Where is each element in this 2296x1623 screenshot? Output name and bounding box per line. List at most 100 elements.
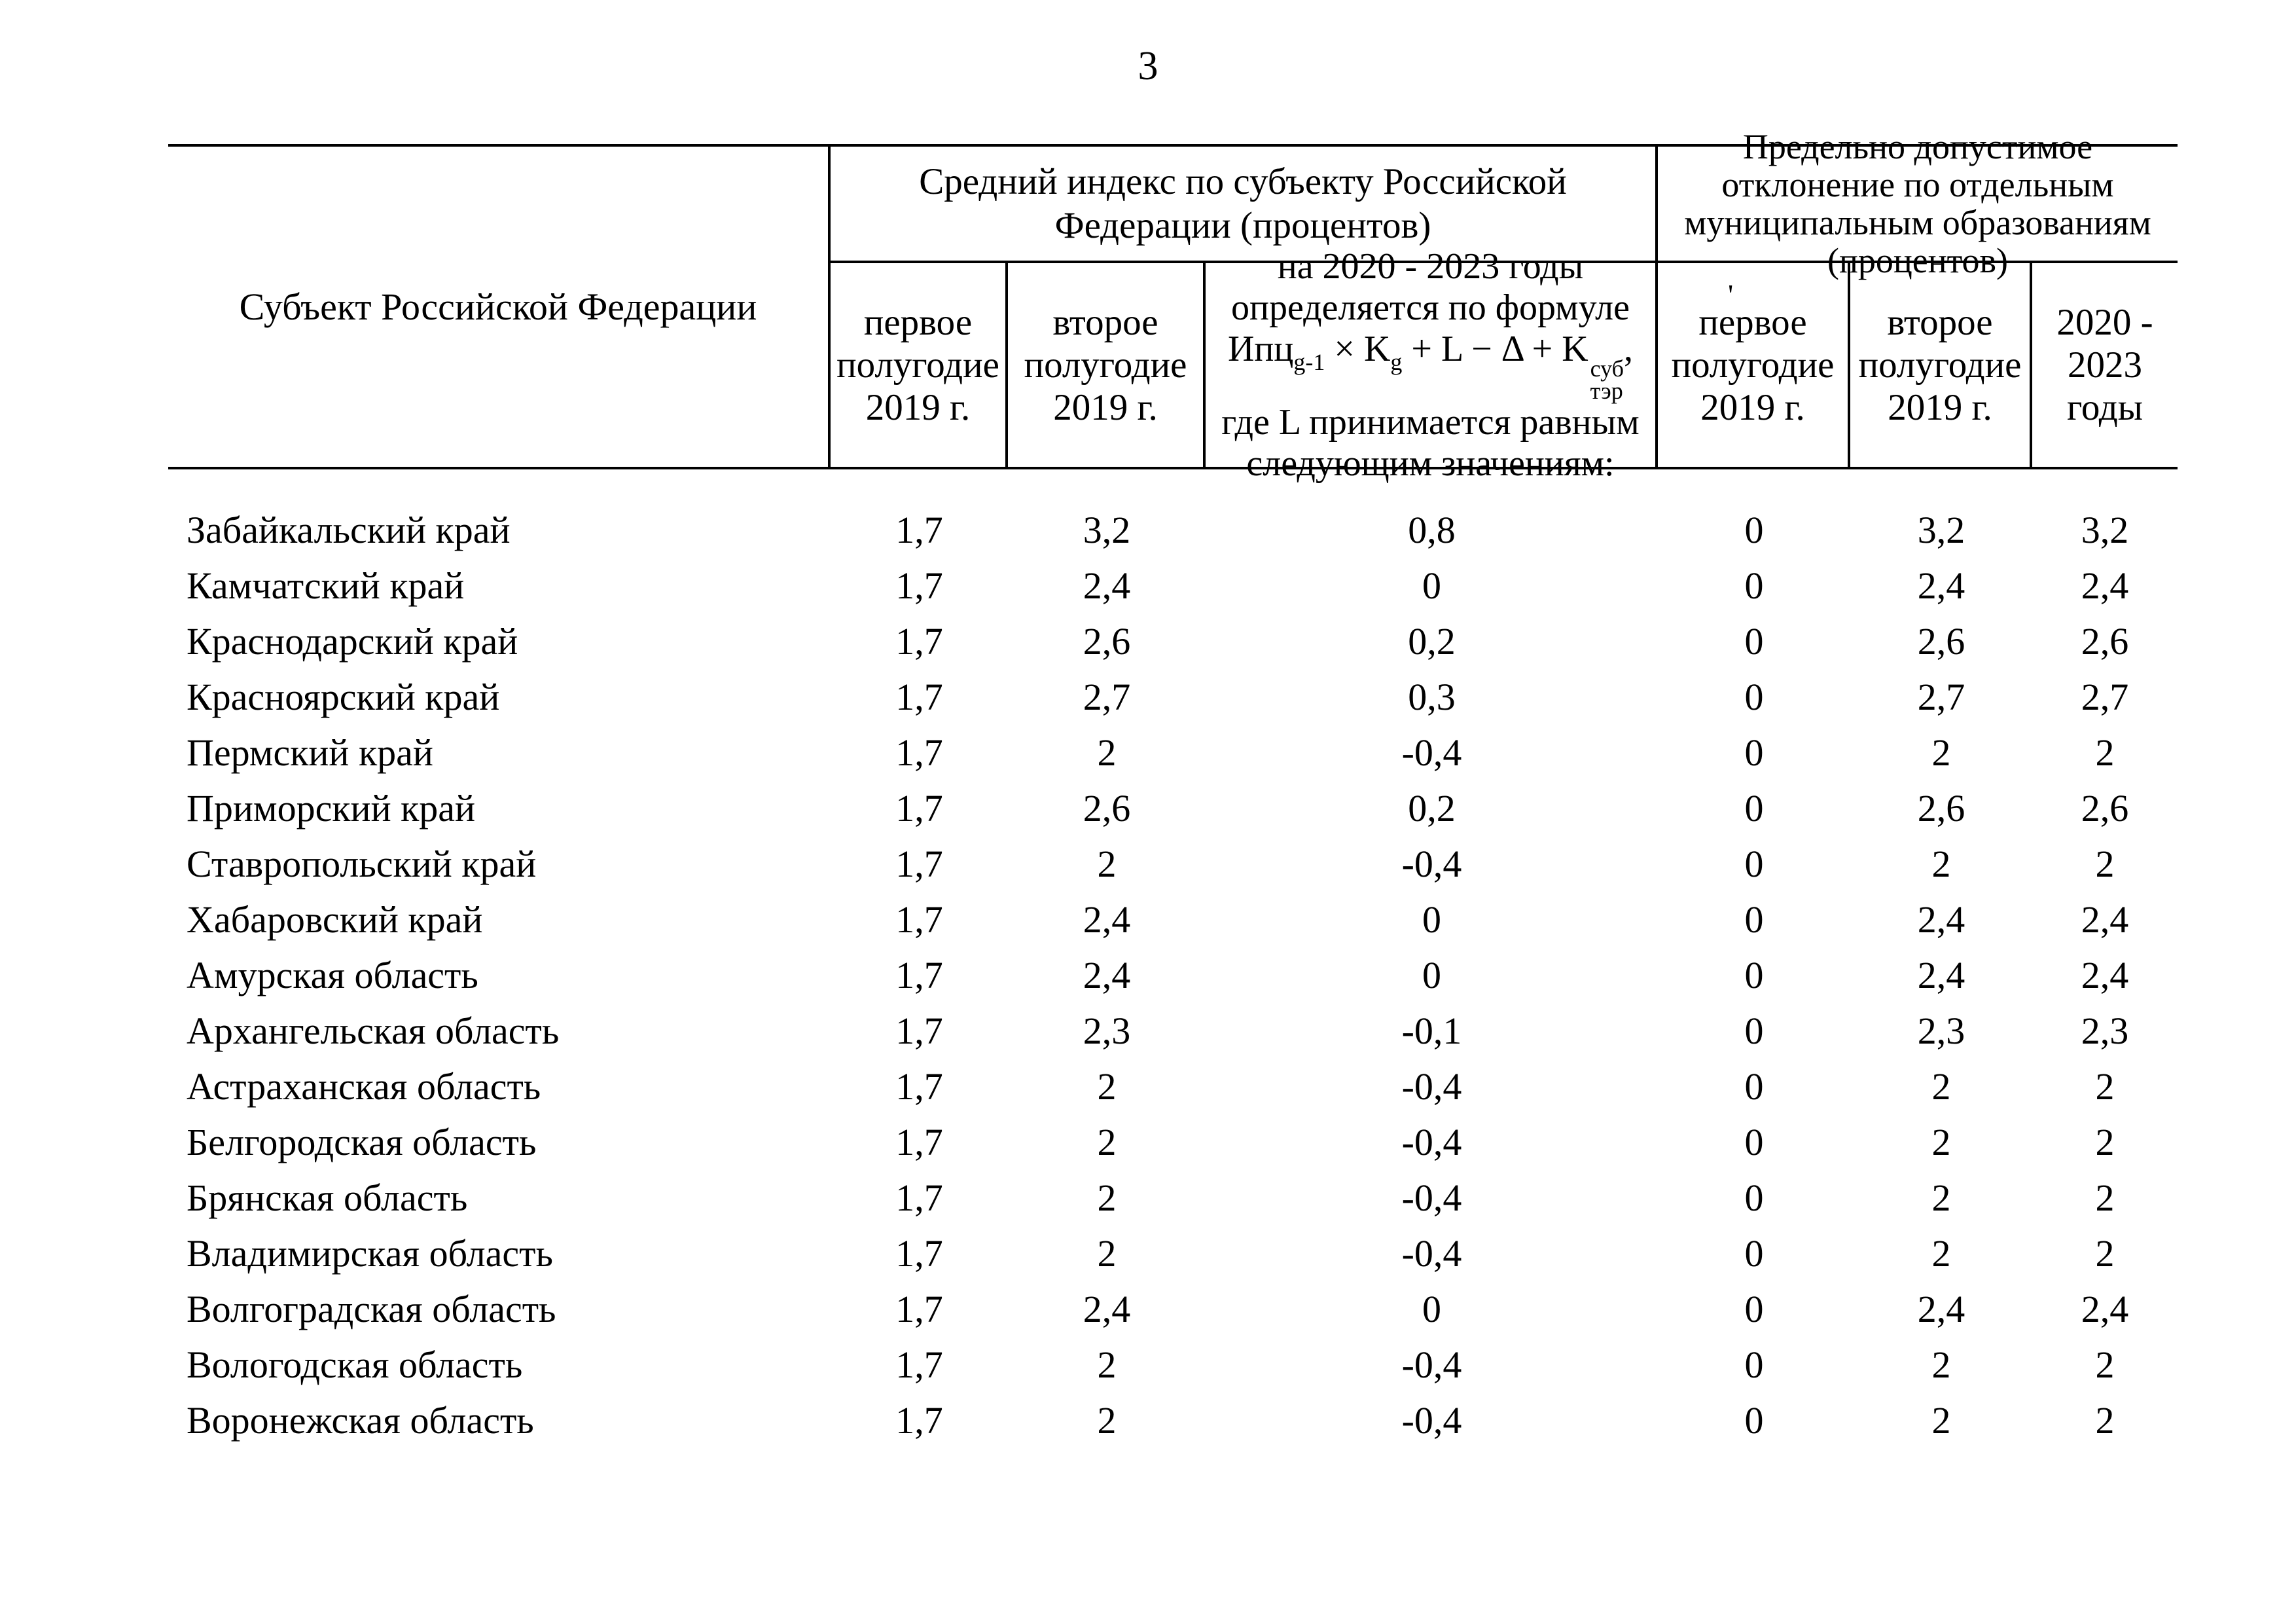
header-group-max-deviation: Предельно допустимое отклонение по отдел… (1658, 128, 2178, 280)
value-cell: 1,7 (895, 509, 943, 551)
value-cell: 1,7 (895, 1065, 943, 1108)
formula-k2-supsub: суб тэр (1590, 355, 1624, 404)
formula-ipc-subscript: g-1 (1293, 348, 1325, 375)
region-name: Камчатский край (187, 564, 465, 607)
value-cell: 3,2 (1917, 509, 1965, 551)
value-cell: 1,7 (895, 1176, 943, 1219)
value-cell: 2,3 (2081, 1010, 2129, 1052)
header-group-average-index: Средний индекс по субъекту Российской Фе… (831, 144, 1658, 263)
formula-middle: + L − Δ + K (1402, 328, 1588, 369)
table-row: Владимирская область 1,7 2 -0,4 0 2 2 (168, 1226, 2178, 1281)
value-cell: 0 (1422, 564, 1441, 607)
value-cell: 2 (2095, 1232, 2115, 1275)
value-cell: 2,7 (2081, 676, 2129, 718)
value-cell: 2 (1931, 1232, 1951, 1275)
region-name: Воронежская область (187, 1399, 534, 1442)
value-cell: 0 (1744, 954, 1764, 996)
value-cell: 0 (1744, 509, 1764, 551)
formula-k-subscript: g (1390, 348, 1403, 375)
value-cell: 1,7 (895, 620, 943, 663)
region-name: Волгоградская область (187, 1288, 556, 1330)
table-row: Воронежская область 1,7 2 -0,4 0 2 2 (168, 1393, 2178, 1448)
header-second-half-2019-avg: второе полугодие 2019 г. (1008, 263, 1206, 469)
value-cell: 2,6 (1083, 787, 1131, 830)
value-cell: 0 (1744, 1288, 1764, 1330)
table-row: Белгородская область 1,7 2 -0,4 0 2 2 (168, 1114, 2178, 1170)
value-cell: 1,7 (895, 954, 943, 996)
value-cell: 2,6 (2081, 620, 2129, 663)
value-cell: -0,4 (1401, 843, 1462, 885)
value-cell: 0 (1422, 1288, 1441, 1330)
value-cell: 2,4 (1917, 1288, 1965, 1330)
value-cell: 2,3 (1917, 1010, 1965, 1052)
region-name: Приморский край (187, 787, 476, 830)
table-row: Амурская область 1,7 2,4 0 0 2,4 2,4 (168, 947, 2178, 1003)
value-cell: 0,3 (1408, 676, 1456, 718)
value-cell: 2,4 (1083, 898, 1131, 941)
scan-artifact: ' (1728, 278, 1734, 312)
table-row: Астраханская область 1,7 2 -0,4 0 2 2 (168, 1059, 2178, 1114)
value-cell: 1,7 (895, 676, 943, 718)
value-cell: 2,7 (1917, 676, 1965, 718)
value-cell: 2 (1097, 1121, 1117, 1163)
value-cell: 2 (1931, 1121, 1951, 1163)
table-row: Ставропольский край 1,7 2 -0,4 0 2 2 (168, 836, 2178, 892)
value-cell: 0,2 (1408, 620, 1456, 663)
formula-note-line2: следующим значениям: (1246, 443, 1615, 484)
header-formula-2020-2023: на 2020 - 2023 годы определяется по форм… (1206, 246, 1658, 484)
value-cell: -0,4 (1401, 1065, 1462, 1108)
region-name: Пермский край (187, 731, 433, 774)
region-name: Красноярский край (187, 676, 500, 718)
value-cell: 2 (2095, 843, 2115, 885)
value-cell: 2,6 (2081, 787, 2129, 830)
value-cell: 2 (2095, 731, 2115, 774)
region-name: Хабаровский край (187, 898, 483, 941)
value-cell: 0,8 (1408, 509, 1456, 551)
value-cell: 2 (1097, 843, 1117, 885)
value-cell: 0 (1744, 731, 1764, 774)
formula-k2-subscript: тэр (1590, 377, 1623, 404)
region-name: Амурская область (187, 954, 478, 996)
value-cell: 0 (1422, 954, 1441, 996)
value-cell: 2,6 (1917, 787, 1965, 830)
value-cell: 2 (1097, 1176, 1117, 1219)
value-cell: 0 (1744, 1232, 1764, 1275)
formula-k2-superscript: суб (1590, 355, 1624, 382)
header-subject-column: Субъект Российской Федерации (168, 144, 831, 469)
value-cell: 2,4 (1917, 898, 1965, 941)
value-cell: 2,6 (1083, 620, 1131, 663)
region-name: Архангельская область (187, 1010, 560, 1052)
table-row: Краснодарский край 1,7 2,6 0,2 0 2,6 2,6 (168, 613, 2178, 669)
header-first-half-2019-avg: первое полугодие 2019 г. (831, 263, 1008, 469)
value-cell: 2 (2095, 1176, 2115, 1219)
region-name: Забайкальский край (187, 509, 511, 551)
value-cell: 2,4 (1917, 564, 1965, 607)
value-cell: 2 (1931, 1399, 1951, 1442)
value-cell: 2 (1931, 1343, 1951, 1386)
value-cell: 1,7 (895, 1288, 943, 1330)
value-cell: 2 (2095, 1399, 2115, 1442)
table-row: Волгоградская область 1,7 2,4 0 0 2,4 2,4 (168, 1281, 2178, 1337)
value-cell: 1,7 (895, 787, 943, 830)
value-cell: -0,4 (1401, 1343, 1462, 1386)
formula-ipc: Ипц (1227, 328, 1294, 369)
value-cell: 2,4 (2081, 564, 2129, 607)
value-cell: -0,4 (1401, 1399, 1462, 1442)
value-cell: 2,4 (2081, 1288, 2129, 1330)
region-name: Краснодарский край (187, 620, 518, 663)
value-cell: 1,7 (895, 1232, 943, 1275)
formula-note-line1: где L принимается равным (1221, 401, 1640, 443)
value-cell: 0 (1744, 787, 1764, 830)
value-cell: 2 (1931, 843, 1951, 885)
value-cell: 0 (1422, 898, 1441, 941)
value-cell: 2 (1931, 1065, 1951, 1108)
page-number: 3 (1138, 44, 1158, 88)
value-cell: 0 (1744, 620, 1764, 663)
value-cell: 2 (1097, 731, 1117, 774)
region-name: Астраханская область (187, 1065, 541, 1108)
region-name: Вологодская область (187, 1343, 523, 1386)
value-cell: 2 (2095, 1343, 2115, 1386)
value-cell: 0 (1744, 1176, 1764, 1219)
header-second-half-2019-deviation: второе полугодие 2019 г. (1850, 263, 2032, 469)
